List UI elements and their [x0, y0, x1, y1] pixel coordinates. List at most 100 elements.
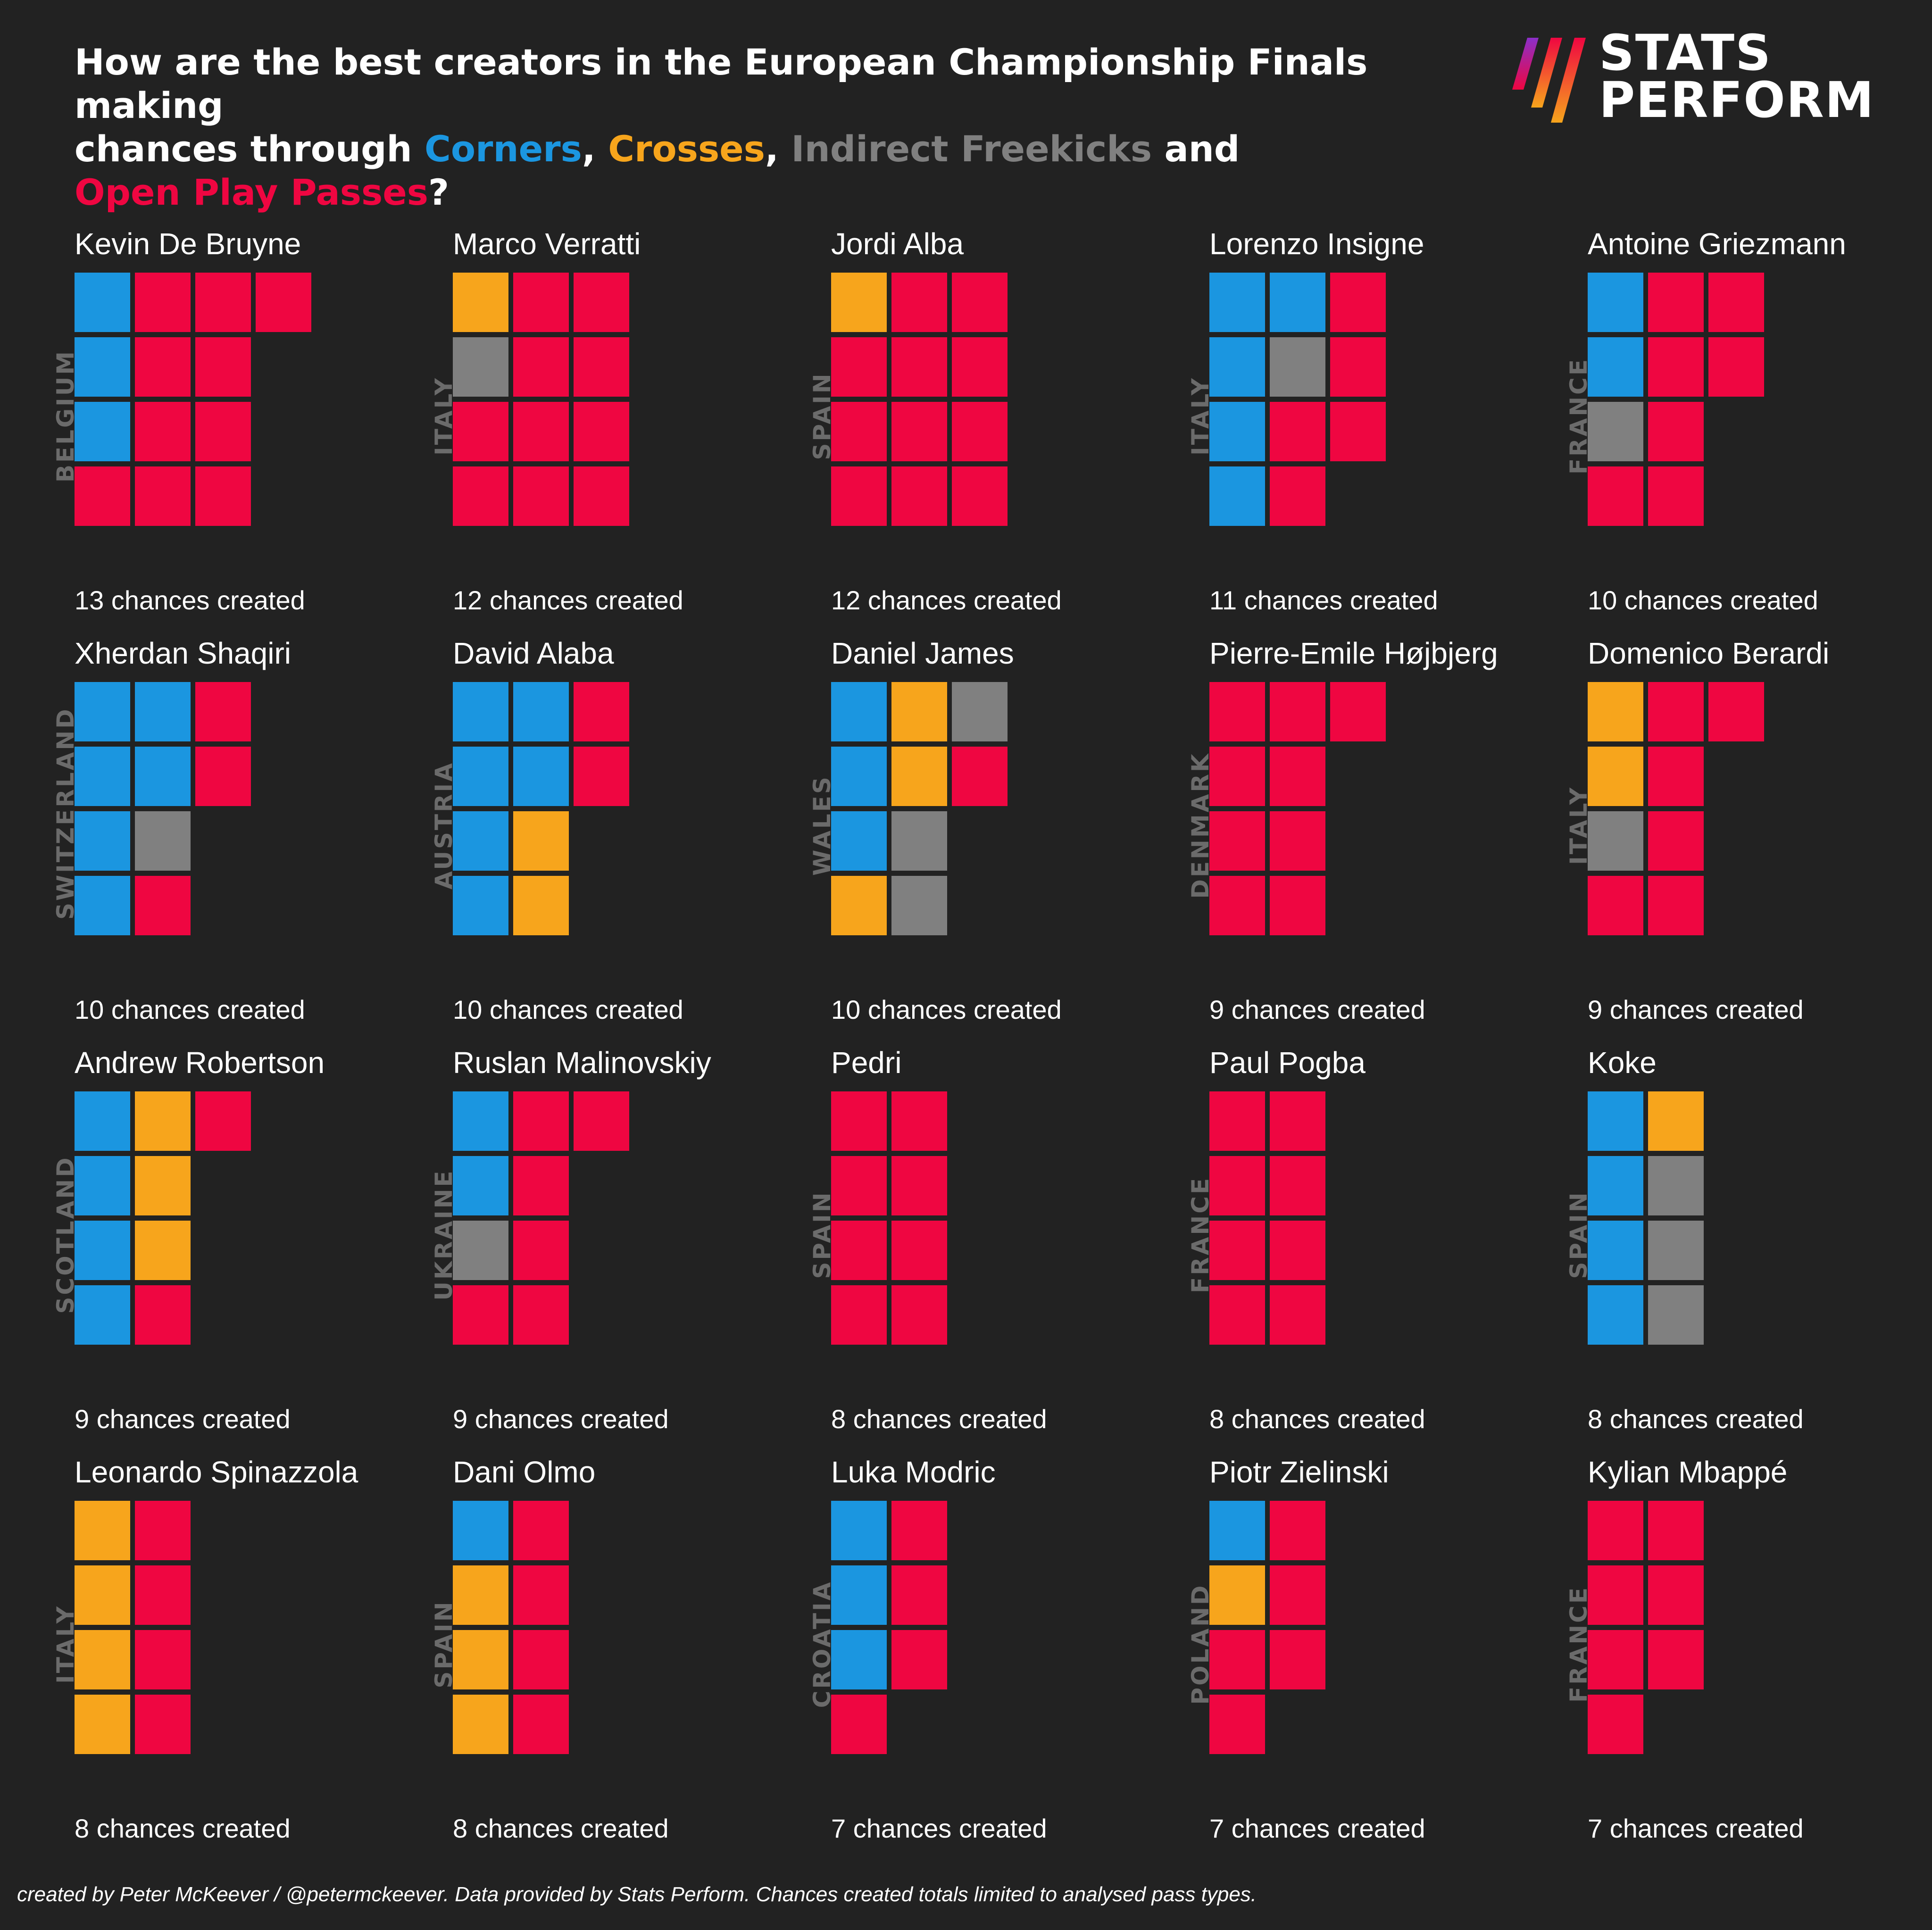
waffle-cell-openplay [513, 1695, 569, 1754]
title-prefix: chances through [75, 128, 425, 170]
waffle-cell-openplay [513, 1091, 569, 1151]
waffle-cell-openplay [195, 682, 251, 741]
waffle-cell-openplay [831, 1221, 887, 1280]
waffle-cell-openplay [891, 1285, 947, 1345]
waffle-cell-openplay [574, 402, 629, 461]
footer-credit: created by Peter McKeever / @petermckeev… [17, 1883, 1257, 1906]
title-end: ? [428, 171, 450, 213]
player-panel: Koke SPAIN 8 chances created [1565, 1045, 1932, 1451]
waffle-cell-corner [1209, 337, 1265, 397]
chances-count: 9 chances created [453, 1404, 669, 1434]
player-panel: Kevin De Bruyne BELGIUM 13 chances created [52, 226, 452, 632]
waffle-cell-openplay [513, 337, 569, 397]
waffle-cell-corner [1588, 273, 1643, 332]
waffle-cell-freekick [1648, 1156, 1704, 1215]
waffle-cell-cross [135, 1091, 191, 1151]
waffle-cell-openplay [891, 1501, 947, 1560]
chances-count: 12 chances created [453, 585, 683, 615]
waffle-cell-openplay [952, 402, 1008, 461]
waffle-cell-cross [453, 1695, 508, 1754]
waffle-cell-openplay [1270, 876, 1325, 935]
waffle-cell-openplay [195, 466, 251, 526]
waffle-cell-openplay [453, 1285, 508, 1345]
waffle-cell-openplay [1270, 1565, 1325, 1625]
waffle-cell-openplay [1648, 682, 1704, 741]
waffle-cell-openplay [891, 402, 947, 461]
logo-line1: STATS [1599, 24, 1772, 82]
waffle-cell-openplay [513, 1285, 569, 1345]
waffle-cell-openplay [513, 273, 569, 332]
waffle-cell-openplay [952, 747, 1008, 806]
waffle-cell-openplay [1270, 1630, 1325, 1689]
waffle-cell-corner [1588, 1091, 1643, 1151]
waffle-cell-cross [75, 1630, 130, 1689]
waffle-cell-cross [513, 811, 569, 871]
waffle-cell-openplay [1209, 747, 1265, 806]
stats-perform-logo: STATS PERFORM [1509, 28, 1874, 128]
waffle-cell-corner [1270, 273, 1325, 332]
waffle-cell-openplay [831, 402, 887, 461]
waffle-cell-corner [453, 1501, 508, 1560]
waffle-cell-openplay [831, 466, 887, 526]
waffle-cell-openplay [195, 1091, 251, 1151]
waffle-cell-openplay [1270, 1221, 1325, 1280]
player-panel: Kylian Mbappé FRANCE 7 chances created [1565, 1455, 1932, 1860]
waffle-cell-openplay [1588, 1565, 1643, 1625]
player-panel: Pierre-Emile Højbjerg DENMARK 9 chances cr… [1187, 636, 1587, 1041]
player-name: Xherdan Shaqiri [75, 636, 291, 670]
waffle-cell-freekick [135, 811, 191, 871]
waffle-cell-cross [1588, 682, 1643, 741]
waffle-cell-openplay [574, 466, 629, 526]
title-sep1: , [582, 128, 608, 170]
waffle-cell-cross [1648, 1091, 1704, 1151]
waffle-cell-corner [453, 682, 508, 741]
waffle-cell-corner [1588, 1221, 1643, 1280]
waffle-cell-openplay [135, 1501, 191, 1560]
title-openplay: Open Play Passes [75, 171, 429, 213]
player-name: Pedri [831, 1046, 902, 1080]
waffle-cell-openplay [135, 1630, 191, 1689]
waffle-cell-openplay [574, 747, 629, 806]
waffle-cell-corner [453, 811, 508, 871]
player-panel: Antoine Griezmann FRANCE 10 chances create… [1565, 226, 1932, 632]
waffle-cell-openplay [75, 466, 130, 526]
waffle-cell-corner [75, 1285, 130, 1345]
waffle-cell-cross [1588, 747, 1643, 806]
chances-count: 10 chances created [1588, 585, 1818, 615]
waffle-cell-freekick [891, 811, 947, 871]
waffle-cell-openplay [1270, 811, 1325, 871]
waffle-cell-openplay [831, 1091, 887, 1151]
waffle-cell-openplay [1209, 1156, 1265, 1215]
waffle-cell-openplay [574, 682, 629, 741]
waffle-cell-openplay [1270, 1156, 1325, 1215]
chances-count: 9 chances created [75, 1404, 291, 1434]
waffle-cell-corner [1588, 1285, 1643, 1345]
waffle-cell-openplay [1648, 402, 1704, 461]
player-name: Jordi Alba [831, 227, 964, 261]
waffle-cell-openplay [891, 337, 947, 397]
waffle-cell-openplay [1209, 1285, 1265, 1345]
waffle-cell-openplay [513, 1221, 569, 1280]
title-line1: How are the best creators in the Europea… [75, 41, 1368, 126]
chances-count: 8 chances created [1588, 1404, 1804, 1434]
waffle-cell-corner [1209, 402, 1265, 461]
waffle-cell-openplay [135, 1285, 191, 1345]
waffle-cell-openplay [1209, 876, 1265, 935]
player-panel: Lorenzo Insigne ITALY 11 chances created [1187, 226, 1587, 632]
waffle-cell-corner [513, 747, 569, 806]
title-and: and [1152, 128, 1240, 170]
chances-count: 9 chances created [1209, 995, 1425, 1024]
chances-count: 10 chances created [75, 995, 305, 1024]
player-panel: Luka Modric CROATIA 7 chances created [808, 1455, 1208, 1860]
waffle-cell-corner [75, 1091, 130, 1151]
waffle-cell-corner [1588, 1156, 1643, 1215]
waffle-cell-corner [75, 1221, 130, 1280]
waffle-cell-openplay [1588, 1501, 1643, 1560]
waffle-cell-openplay [1330, 273, 1386, 332]
chances-count: 12 chances created [831, 585, 1062, 615]
player-name: Marco Verratti [453, 227, 641, 261]
waffle-cell-cross [135, 1221, 191, 1280]
player-panel: Andrew Robertson SCOTLAND 9 chances create… [52, 1045, 452, 1451]
chances-count: 9 chances created [1588, 995, 1804, 1024]
